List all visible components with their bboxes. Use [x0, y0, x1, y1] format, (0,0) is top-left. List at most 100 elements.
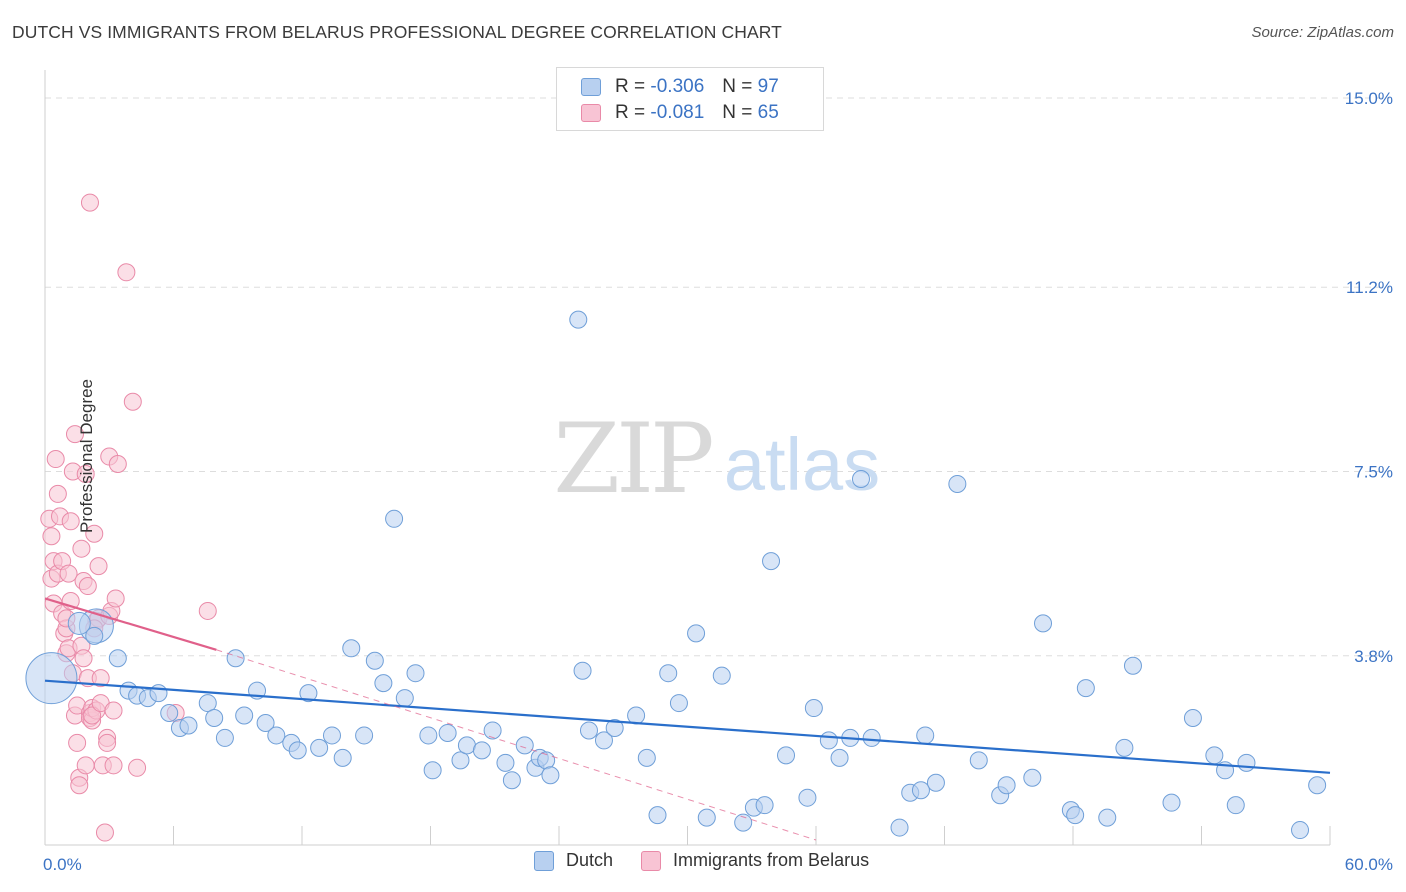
legend-item-dutch[interactable]: Dutch — [534, 850, 613, 871]
dutch-point — [374, 674, 393, 693]
n-value: 97 — [757, 76, 779, 97]
dutch-point — [627, 706, 646, 725]
belarus-point — [76, 464, 95, 483]
dutch-point — [1098, 808, 1117, 827]
belarus-point — [83, 706, 102, 725]
dutch-point — [687, 624, 706, 643]
dutch-point — [472, 741, 491, 760]
belarus-point — [198, 601, 217, 620]
belarus-point — [85, 524, 104, 543]
dutch-point — [179, 716, 198, 735]
dutch-point — [1066, 806, 1085, 825]
dutch-point — [322, 726, 341, 745]
watermark-zip: ZIP — [553, 403, 712, 515]
dutch-point — [198, 694, 217, 713]
dutch-legend-swatch — [534, 850, 554, 871]
dutch-point — [1123, 656, 1142, 675]
dutch-point — [1237, 753, 1256, 772]
legend-label-dutch: Dutch — [566, 850, 614, 870]
dutch-point — [697, 808, 716, 827]
y-axis-label: Professional Degree — [77, 378, 97, 534]
dutch-point — [830, 748, 849, 767]
dutch-point — [1162, 793, 1181, 812]
r-label: R = — [615, 102, 646, 123]
dutch-point — [1183, 709, 1202, 728]
n-label: N = — [722, 76, 753, 97]
source-label: Source: ZipAtlas.com — [1251, 24, 1394, 41]
belarus-point — [59, 564, 78, 583]
n-label: N = — [722, 102, 753, 123]
belarus-point — [70, 776, 89, 795]
dutch-point — [267, 726, 286, 745]
dutch-swatch — [581, 78, 601, 96]
belarus-point — [106, 589, 125, 608]
dutch-point — [1226, 796, 1245, 815]
dutch-point — [419, 726, 438, 745]
dutch-point — [1076, 679, 1095, 698]
dutch-point — [648, 806, 667, 825]
watermark-atlas: atlas — [724, 423, 880, 506]
dutch-point — [1034, 614, 1053, 633]
dutch-point — [569, 310, 588, 329]
x-tick-label: 0.0% — [43, 855, 82, 874]
belarus-point — [104, 756, 123, 775]
dutch-point — [342, 639, 361, 658]
dutch-point — [734, 813, 753, 832]
belarus-point — [42, 527, 61, 546]
stats-legend: R = -0.306 N = 97 R = -0.081 N = 65 — [556, 67, 824, 131]
dutch-point — [365, 651, 384, 670]
y-tick-label: 7.5% — [1354, 463, 1393, 482]
dutch-point — [659, 664, 678, 683]
y-tick-label: 3.8% — [1354, 647, 1393, 666]
dutch-point — [541, 766, 560, 785]
dutch-point — [948, 474, 967, 493]
dutch-point — [515, 736, 534, 755]
dutch-point — [605, 718, 624, 737]
dutch-point — [579, 721, 598, 740]
belarus-point — [68, 733, 87, 752]
dutch-point — [862, 728, 881, 747]
dutch-point — [451, 751, 470, 770]
dutch-point — [423, 761, 442, 780]
dutch-point — [25, 652, 78, 705]
dutch-point — [438, 723, 457, 742]
dutch-point — [669, 694, 688, 713]
belarus-point — [95, 823, 114, 842]
belarus-point — [108, 455, 127, 474]
dutch-point — [637, 748, 656, 767]
dutch-point — [890, 818, 909, 837]
dutch-point — [594, 731, 613, 750]
n-value: 65 — [757, 102, 779, 123]
axes — [44, 70, 1331, 846]
belarus-point — [72, 539, 91, 558]
dutch-point — [911, 781, 930, 800]
belarus-point — [123, 392, 142, 411]
chart-title: DUTCH VS IMMIGRANTS FROM BELARUS PROFESS… — [12, 22, 782, 42]
dutch-point — [395, 689, 414, 708]
belarus-point — [74, 649, 93, 668]
r-value: -0.306 — [650, 76, 705, 97]
dutch-point — [712, 666, 731, 685]
belarus-point — [89, 557, 108, 576]
dutch-point — [1115, 738, 1134, 757]
legend-label-belarus: Immigrants from Belarus — [673, 850, 870, 870]
dutch-point — [1023, 768, 1042, 787]
legend-item-belarus[interactable]: Immigrants from Belarus — [641, 850, 869, 871]
dutch-point — [1291, 821, 1310, 840]
dutch-point — [819, 731, 838, 750]
belarus-point — [61, 512, 80, 531]
belarus-point — [80, 193, 99, 212]
belarus-points — [40, 193, 217, 842]
dutch-point — [969, 751, 988, 770]
dutch-point — [235, 706, 254, 725]
series-legend: Dutch Immigrants from Belarus — [534, 850, 897, 871]
belarus-point — [98, 733, 117, 752]
trend-lines — [44, 597, 1331, 841]
dutch-point — [205, 709, 224, 728]
dutch-point — [573, 661, 592, 680]
stats-row-belarus: R = -0.081 N = 65 — [581, 101, 779, 125]
dutch-point — [149, 684, 168, 703]
tick-labels: 3.8% 7.5% 11.2% 15.0% 0.0% 60.0% — [43, 89, 1393, 874]
dutch-point — [502, 771, 521, 790]
belarus-point — [78, 577, 97, 596]
